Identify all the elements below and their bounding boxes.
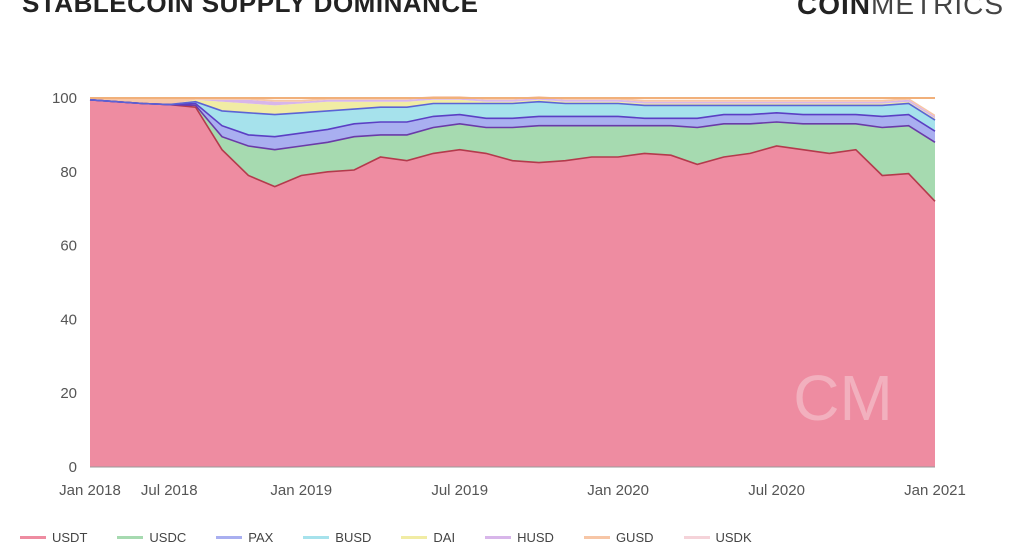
legend-item-usdk[interactable]: USDK — [683, 530, 752, 545]
legend-swatch — [583, 536, 610, 539]
y-tick-label: 60 — [60, 238, 77, 255]
y-tick-label: 100 — [52, 90, 77, 107]
chart-title: STABLECOIN SUPPLY DOMINANCE — [22, 0, 479, 18]
line-usdt — [89, 99, 936, 202]
series-areas — [90, 96, 935, 468]
legend-swatch — [117, 536, 144, 539]
legend-label: DAI — [433, 530, 456, 545]
legend-item-busd[interactable]: BUSD — [303, 530, 371, 545]
x-tick-label: Jan 2018 — [59, 482, 121, 499]
line-busd — [89, 99, 936, 121]
legend-swatch — [485, 536, 512, 539]
legend-item-usdt[interactable]: USDT — [20, 530, 87, 545]
series-lines — [89, 97, 936, 202]
y-tick-label: 20 — [60, 385, 77, 402]
x-tick-label: Jul 2018 — [141, 482, 198, 499]
x-tick-label: Jul 2019 — [431, 482, 488, 499]
logo-light-text: METRICS — [871, 0, 1004, 20]
y-tick-label: 0 — [69, 459, 77, 476]
x-tick-label: Jan 2020 — [587, 482, 649, 499]
area-pax — [90, 99, 935, 150]
x-tick-label: Jan 2019 — [270, 482, 332, 499]
line-pax — [89, 99, 936, 138]
legend-label: HUSD — [517, 530, 554, 545]
legend-label: USDT — [52, 530, 88, 545]
y-axis: 0 20 40 60 80 100 — [52, 90, 935, 476]
watermark: CM — [793, 362, 893, 434]
y-tick-label: 80 — [60, 164, 77, 181]
legend-item-dai[interactable]: DAI — [401, 530, 455, 545]
legend-item-husd[interactable]: HUSD — [485, 530, 554, 545]
legend-swatch — [401, 536, 428, 539]
legend-label: BUSD — [335, 530, 372, 545]
area-gusd — [90, 96, 935, 117]
legend-swatch — [20, 536, 46, 539]
line-usdc — [89, 99, 936, 151]
x-tick-label: Jan 2021 — [904, 482, 966, 499]
legend: USDT USDC PAX BUSD DAI HUSD GUSD USDK — [20, 530, 752, 545]
x-tick-label: Jul 2020 — [748, 482, 805, 499]
x-axis: Jan 2018 Jul 2018 Jan 2019 Jul 2019 Jan 2020… — [59, 482, 966, 499]
y-tick-label: 40 — [60, 311, 77, 328]
legend-label: USDC — [149, 530, 187, 545]
coinmetrics-logo: COINMETRICS — [797, 0, 1004, 21]
legend-label: PAX — [248, 530, 274, 545]
legend-item-usdc[interactable]: USDC — [117, 530, 186, 545]
legend-item-pax[interactable]: PAX — [216, 530, 273, 545]
area-usdc — [90, 99, 935, 202]
legend-item-gusd[interactable]: GUSD — [583, 530, 654, 545]
legend-swatch — [683, 536, 710, 539]
logo-bold-text: COIN — [797, 0, 871, 20]
area-usdt — [90, 99, 935, 468]
legend-swatch — [303, 536, 330, 539]
area-husd — [90, 98, 935, 119]
legend-label: USDK — [715, 530, 752, 545]
legend-swatch — [216, 536, 243, 539]
legend-label: GUSD — [615, 530, 654, 545]
